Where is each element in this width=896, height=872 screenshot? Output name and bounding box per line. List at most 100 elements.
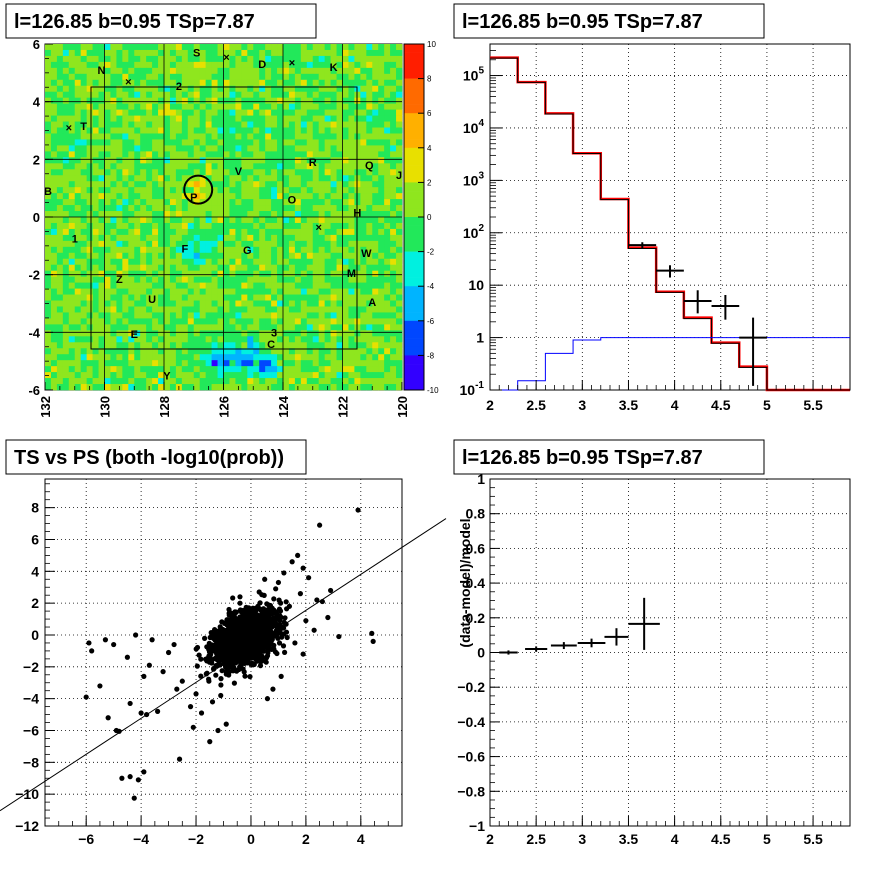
skymap-cell: [271, 330, 278, 337]
skymap-cell: [360, 121, 367, 128]
skymap-cell: [104, 288, 111, 295]
skymap-cell: [342, 199, 349, 206]
skymap-cell: [283, 360, 290, 367]
skymap-cell: [366, 109, 373, 116]
skymap-cell: [62, 288, 70, 295]
skymap-cell: [92, 294, 99, 301]
skymap-cell: [300, 318, 308, 325]
skymap-cell: [50, 384, 58, 391]
skymap-cell: [342, 276, 349, 283]
skymap-cell: [247, 169, 254, 176]
skymap-source-label: Q: [365, 160, 374, 172]
skymap-cell: [175, 127, 183, 134]
skymap-cell: [330, 222, 337, 230]
skymap-cell: [253, 187, 260, 194]
skymap-cell: [271, 228, 278, 236]
skymap-cell: [283, 234, 290, 242]
skymap-cell: [241, 67, 248, 75]
skymap-cell: [259, 342, 266, 349]
skymap-cell: [348, 282, 355, 289]
skymap-cell: [122, 246, 129, 254]
skymap-cell: [390, 175, 397, 182]
skymap-cell: [68, 300, 76, 307]
skymap-cell: [45, 109, 52, 116]
skymap-cell: [318, 366, 325, 373]
skymap-cell: [187, 324, 195, 331]
skymap-cell: [217, 318, 224, 325]
skymap-cell: [300, 294, 308, 301]
skymap-cell: [259, 294, 266, 301]
skymap-cell: [104, 294, 111, 301]
skymap-cell: [235, 342, 242, 349]
skymap-cell: [235, 234, 242, 242]
skymap-cell: [229, 366, 236, 373]
skymap-cell: [74, 103, 81, 110]
skymap-cell: [62, 336, 70, 343]
skymap-cell: [259, 240, 266, 248]
skymap-cell: [360, 312, 367, 319]
skymap-cell: [193, 234, 200, 242]
skymap-cell: [396, 270, 403, 277]
skymap-cell: [122, 282, 129, 289]
skymap-cell: [300, 133, 308, 140]
skymap-cell: [45, 151, 52, 158]
skymap-cell: [342, 252, 349, 260]
skymap-cell: [271, 217, 278, 224]
skymap-cell: [140, 109, 147, 116]
skymap-cell: [294, 246, 302, 254]
skymap-cell: [265, 73, 272, 81]
skymap-cell: [110, 330, 117, 337]
skymap-cell: [80, 324, 87, 331]
skymap-cell: [294, 348, 302, 355]
skymap-cell: [294, 169, 302, 176]
skymap-cell: [223, 222, 230, 230]
skymap-cell: [372, 67, 379, 75]
skymap-cell: [68, 157, 76, 164]
skymap-cell: [164, 240, 171, 248]
skymap-cell: [104, 222, 111, 230]
skymap-cell: [384, 288, 391, 295]
skymap-cell: [390, 133, 397, 140]
skymap-cell: [300, 342, 308, 349]
skymap-cell: [294, 306, 302, 313]
skymap-cell: [80, 294, 87, 301]
skymap-cell: [169, 139, 177, 146]
skymap-cell: [247, 366, 254, 373]
skymap-cell: [372, 193, 379, 200]
skymap-cell: [50, 378, 58, 385]
skymap-cell: [271, 103, 278, 110]
skymap-cell: [74, 91, 81, 98]
skymap-cell: [271, 169, 278, 176]
skymap-cell: [229, 205, 236, 212]
skymap-cell: [378, 163, 385, 170]
skymap-cell: [271, 324, 278, 331]
skymap-cell: [116, 354, 123, 361]
skymap-cell: [324, 151, 331, 158]
skymap-cell: [205, 264, 212, 271]
skymap-cell: [211, 91, 218, 98]
skymap-cell: [92, 157, 99, 164]
skymap-cell: [134, 318, 141, 325]
skymap-cell: [205, 97, 212, 104]
skymap-cell: [283, 342, 290, 349]
skymap-cell: [80, 276, 87, 283]
skymap-cell: [259, 264, 266, 271]
skymap-cell: [68, 217, 76, 224]
skymap-cell: [271, 270, 278, 277]
skymap-cell: [390, 67, 397, 75]
skymap-cell: [175, 175, 183, 182]
spectrum-y-tick-label: 104: [463, 118, 485, 136]
skymap-cell: [300, 121, 308, 128]
skymap-cell: [140, 330, 147, 337]
skymap-cell: [384, 199, 391, 206]
skymap-cell: [128, 133, 135, 140]
skymap-cell: [122, 187, 129, 194]
skymap-cell: [175, 228, 183, 236]
skymap-cell: [265, 49, 272, 57]
skymap-cell: [45, 330, 52, 337]
skymap-cell: [348, 181, 355, 188]
skymap-cell: [229, 336, 236, 343]
skymap-cell: [259, 133, 266, 140]
skymap-cell: [372, 228, 379, 236]
